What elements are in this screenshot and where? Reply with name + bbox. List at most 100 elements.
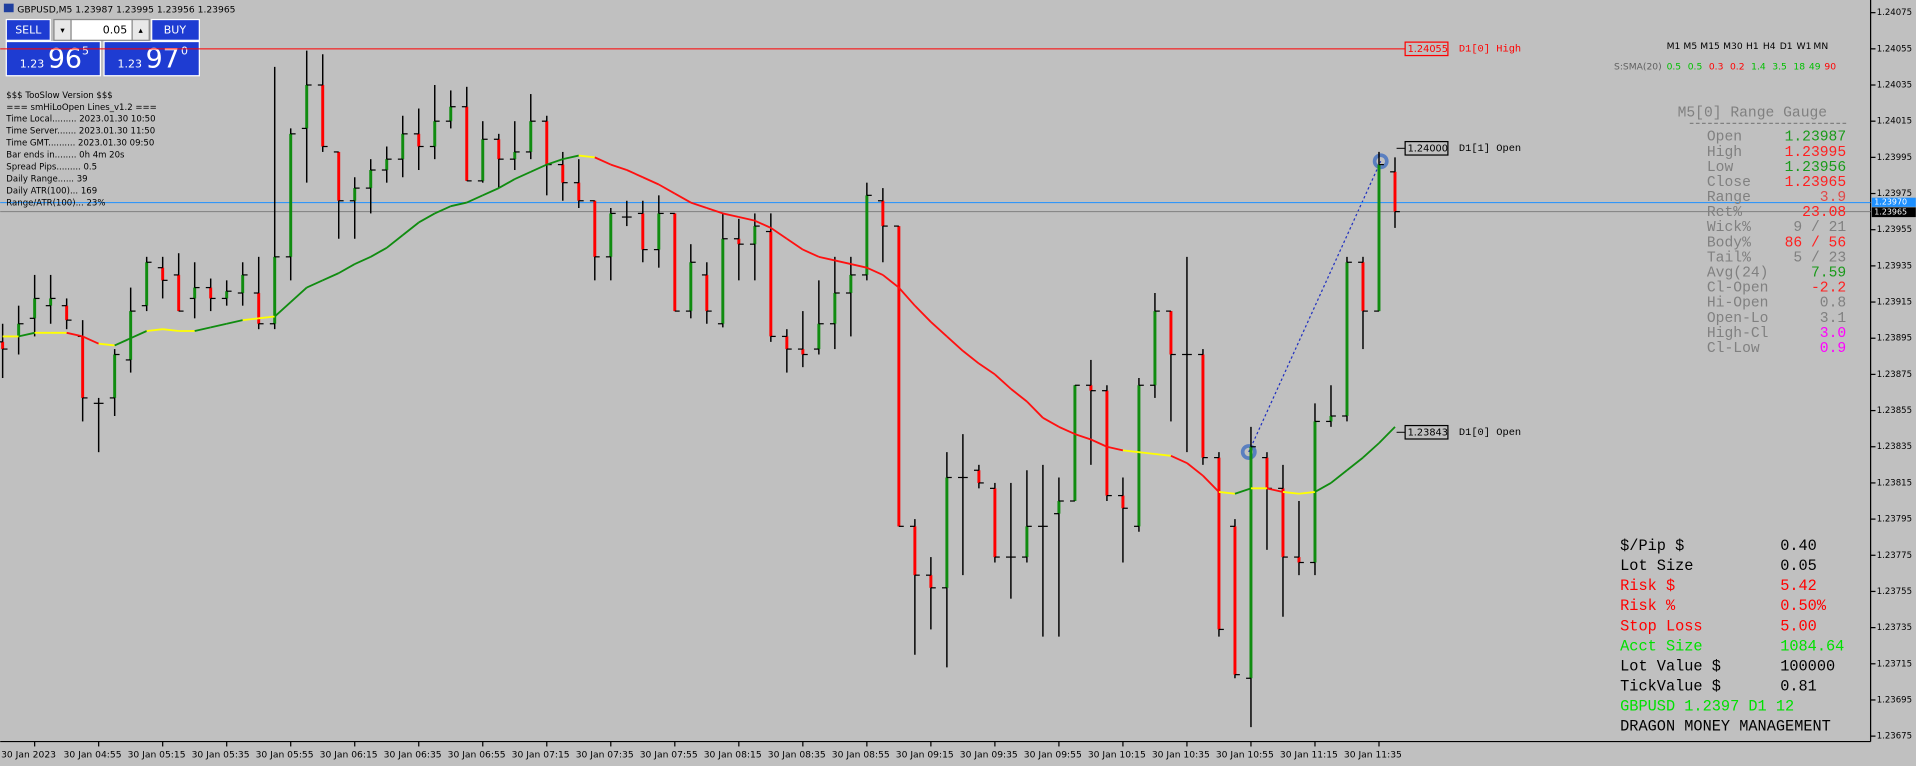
ma-segment	[338, 263, 356, 274]
sell-price-small: 5	[82, 44, 89, 57]
y-tick-label: 1.23775	[1877, 551, 1912, 561]
lot-up[interactable]	[131, 18, 150, 41]
ma-segment	[1202, 475, 1220, 493]
y-tick-label: 1.23715	[1877, 659, 1912, 669]
sell-price-box[interactable]	[5, 40, 101, 77]
gauge-value: 1.23987	[1785, 130, 1847, 146]
gauge-label: High	[1707, 145, 1742, 161]
gauge-value: 9 / 21	[1793, 220, 1846, 236]
x-tick-label: 30 Jan 09:55	[1024, 750, 1082, 761]
x-tick-label: 30 Jan 10:35	[1152, 750, 1210, 761]
buy-price-box[interactable]	[103, 40, 200, 77]
timeframe-button[interactable]: M5	[1683, 41, 1697, 52]
x-tick-label: 30 Jan 06:35	[384, 750, 442, 761]
y-tick-label: 1.23935	[1877, 261, 1912, 271]
gauge-value: 3.1	[1820, 311, 1847, 327]
ma-segment	[818, 255, 836, 262]
ma-segment	[626, 169, 644, 179]
timeframe-button[interactable]: D1	[1780, 41, 1793, 52]
sell-button[interactable]	[5, 18, 51, 41]
timeframe-button[interactable]: W1	[1797, 41, 1812, 52]
y-tick-label: 1.24055	[1877, 44, 1912, 54]
ask-label: 1.23970	[1874, 197, 1907, 206]
info-line: Range/ATR(100)... 23%	[6, 199, 105, 209]
sma-value: 0.2	[1730, 62, 1745, 73]
money-footer: DRAGON MONEY MANAGEMENT	[1620, 717, 1831, 735]
ma-segment	[146, 328, 163, 332]
ma-segment	[898, 286, 916, 307]
bid-label: 1.23965	[1874, 208, 1907, 217]
ma-segment	[930, 321, 948, 338]
ma-segment	[1346, 456, 1364, 471]
ma-segment	[306, 279, 324, 289]
arrow-down: ▾	[60, 26, 65, 36]
ma-segment	[738, 216, 756, 222]
timeframe-button[interactable]: M30	[1723, 41, 1743, 52]
ma-segment	[98, 342, 115, 347]
ma-segment	[914, 305, 932, 323]
ma-segment	[226, 319, 243, 325]
y-tick-label: 1.23995	[1877, 153, 1912, 163]
x-tick-label: 30 Jan 10:15	[1088, 750, 1146, 761]
ma-segment	[994, 373, 1012, 390]
ma-segment	[1234, 487, 1252, 495]
y-tick-label: 1.23735	[1877, 623, 1912, 633]
timeframe-button[interactable]: M1	[1667, 41, 1681, 52]
ma-segment	[1282, 491, 1300, 495]
ma-segment	[194, 326, 211, 332]
money-label: Lot Size	[1620, 557, 1693, 575]
ma-segment	[1106, 445, 1124, 452]
ma-segment	[114, 337, 132, 347]
level-name: D1[1] Open	[1459, 143, 1521, 155]
level-name: D1[0] High	[1459, 44, 1521, 56]
ma-segment	[562, 154, 579, 161]
timeframe-button[interactable]: MN	[1813, 41, 1828, 52]
x-tick-label: 30 Jan 07:15	[512, 750, 570, 761]
lot-value: 0.05	[103, 24, 127, 37]
ma-segment	[274, 301, 292, 318]
level-price: 1.24055	[1408, 44, 1448, 55]
gauge-label: Avg(24)	[1707, 265, 1769, 281]
gauge-label: Tail%	[1707, 250, 1751, 266]
gauge-value: 1.23995	[1785, 145, 1847, 161]
ma-segment	[434, 205, 452, 215]
y-tick-label: 1.23895	[1877, 334, 1912, 344]
ma-segment	[162, 328, 179, 332]
ma-segment	[1058, 426, 1076, 435]
ma-segment	[1266, 487, 1284, 493]
x-tick-label: 30 Jan 05:55	[256, 750, 314, 761]
buy-button[interactable]	[151, 18, 200, 41]
level-price: 1.24000	[1408, 143, 1448, 154]
gauge-label: Cl-Open	[1707, 281, 1769, 297]
sma-value: 1.4	[1751, 62, 1766, 73]
level-price-box	[1404, 424, 1449, 440]
ma-segment	[290, 286, 308, 303]
ma-segment	[418, 212, 436, 224]
x-tick-label: 30 Jan 07:35	[576, 750, 634, 761]
ma-segment	[82, 335, 100, 345]
ma-segment	[802, 248, 820, 258]
timeframe-button[interactable]: H4	[1763, 41, 1776, 52]
ma-segment	[978, 362, 996, 376]
timeframe-button[interactable]: M15	[1700, 41, 1720, 52]
money-label: Risk %	[1620, 597, 1676, 615]
info-line: Time GMT.......... 2023.01.30 09:50	[5, 139, 154, 149]
ask-box	[1871, 197, 1916, 207]
ma-segment	[1026, 400, 1044, 419]
ma-segment	[578, 154, 595, 159]
x-tick-label: 30 Jan 05:15	[128, 750, 186, 761]
x-tick-label: 30 Jan 06:15	[320, 750, 378, 761]
trend-anchor[interactable]	[1240, 444, 1257, 460]
x-tick-label: 30 Jan 05:35	[192, 750, 250, 761]
y-tick-label: 1.23955	[1877, 225, 1912, 235]
trend-anchor[interactable]	[1372, 153, 1389, 170]
level-price-box	[1404, 140, 1449, 156]
ma-segment	[546, 158, 564, 166]
y-tick-label: 1.23855	[1877, 406, 1912, 416]
timeframe-button[interactable]: H1	[1746, 41, 1759, 52]
x-tick-label: 30 Jan 08:55	[832, 750, 890, 761]
sma-value: 0.3	[1709, 62, 1724, 73]
info-line: Daily ATR(100)... 169	[6, 187, 97, 197]
info-line: Spread Pips......... 0.5	[6, 163, 97, 173]
